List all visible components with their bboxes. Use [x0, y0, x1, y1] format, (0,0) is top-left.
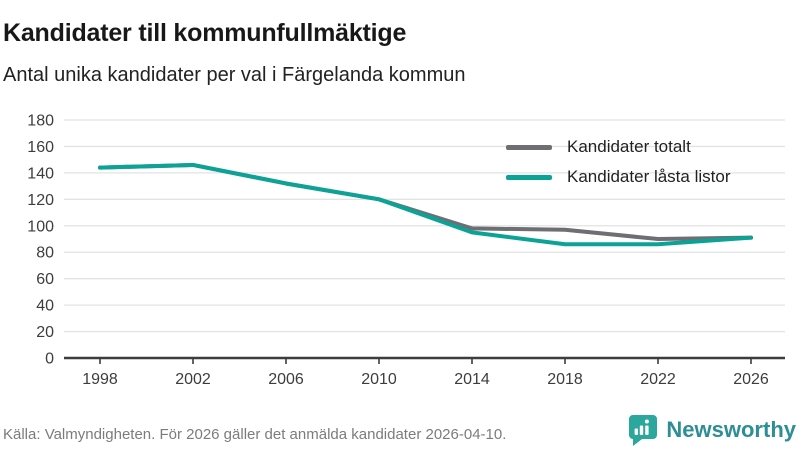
legend-label-lasta-listor: Kandidater låsta listor	[567, 167, 731, 186]
x-tick-label: 2006	[268, 371, 304, 388]
chart-subtitle: Antal unika kandidater per val i Färgela…	[3, 64, 466, 86]
y-tick-label: 0	[45, 351, 54, 368]
legend: Kandidater totalt Kandidater låsta listo…	[506, 132, 730, 192]
y-tick-label: 60	[36, 271, 54, 288]
x-tick-label: 1998	[82, 371, 118, 388]
legend-label-totalt: Kandidater totalt	[567, 137, 691, 156]
y-tick-label: 140	[27, 165, 54, 182]
legend-item-lasta-listor: Kandidater låsta listor	[506, 162, 730, 192]
y-tick-label: 100	[27, 218, 54, 235]
y-tick-label: 180	[27, 113, 54, 130]
y-tick-label: 80	[36, 245, 54, 262]
y-tick-label: 20	[36, 324, 54, 341]
legend-swatch-lasta-listor	[506, 174, 552, 180]
x-tick-label: 2018	[547, 371, 583, 388]
x-tick-label: 2022	[640, 371, 676, 388]
x-tick-label: 2010	[361, 371, 397, 388]
legend-swatch-totalt	[506, 144, 552, 150]
series-line-1	[98, 162, 753, 247]
source-note: Källa: Valmyndigheten. För 2026 gäller d…	[3, 426, 507, 443]
legend-item-totalt: Kandidater totalt	[506, 132, 730, 162]
y-tick-label: 160	[27, 139, 54, 156]
y-tick-label: 40	[36, 298, 54, 315]
newsworthy-logo[interactable]: Newsworthy	[628, 414, 796, 446]
x-tick-label: 2014	[454, 371, 490, 388]
newsworthy-logo-text: Newsworthy	[666, 417, 796, 442]
newsworthy-logo-icon	[628, 414, 658, 446]
chart-title: Kandidater till kommunfullmäktige	[3, 18, 407, 47]
y-tick-label: 120	[27, 192, 54, 209]
x-tick-label: 2026	[733, 371, 769, 388]
x-tick-label: 2002	[175, 371, 211, 388]
